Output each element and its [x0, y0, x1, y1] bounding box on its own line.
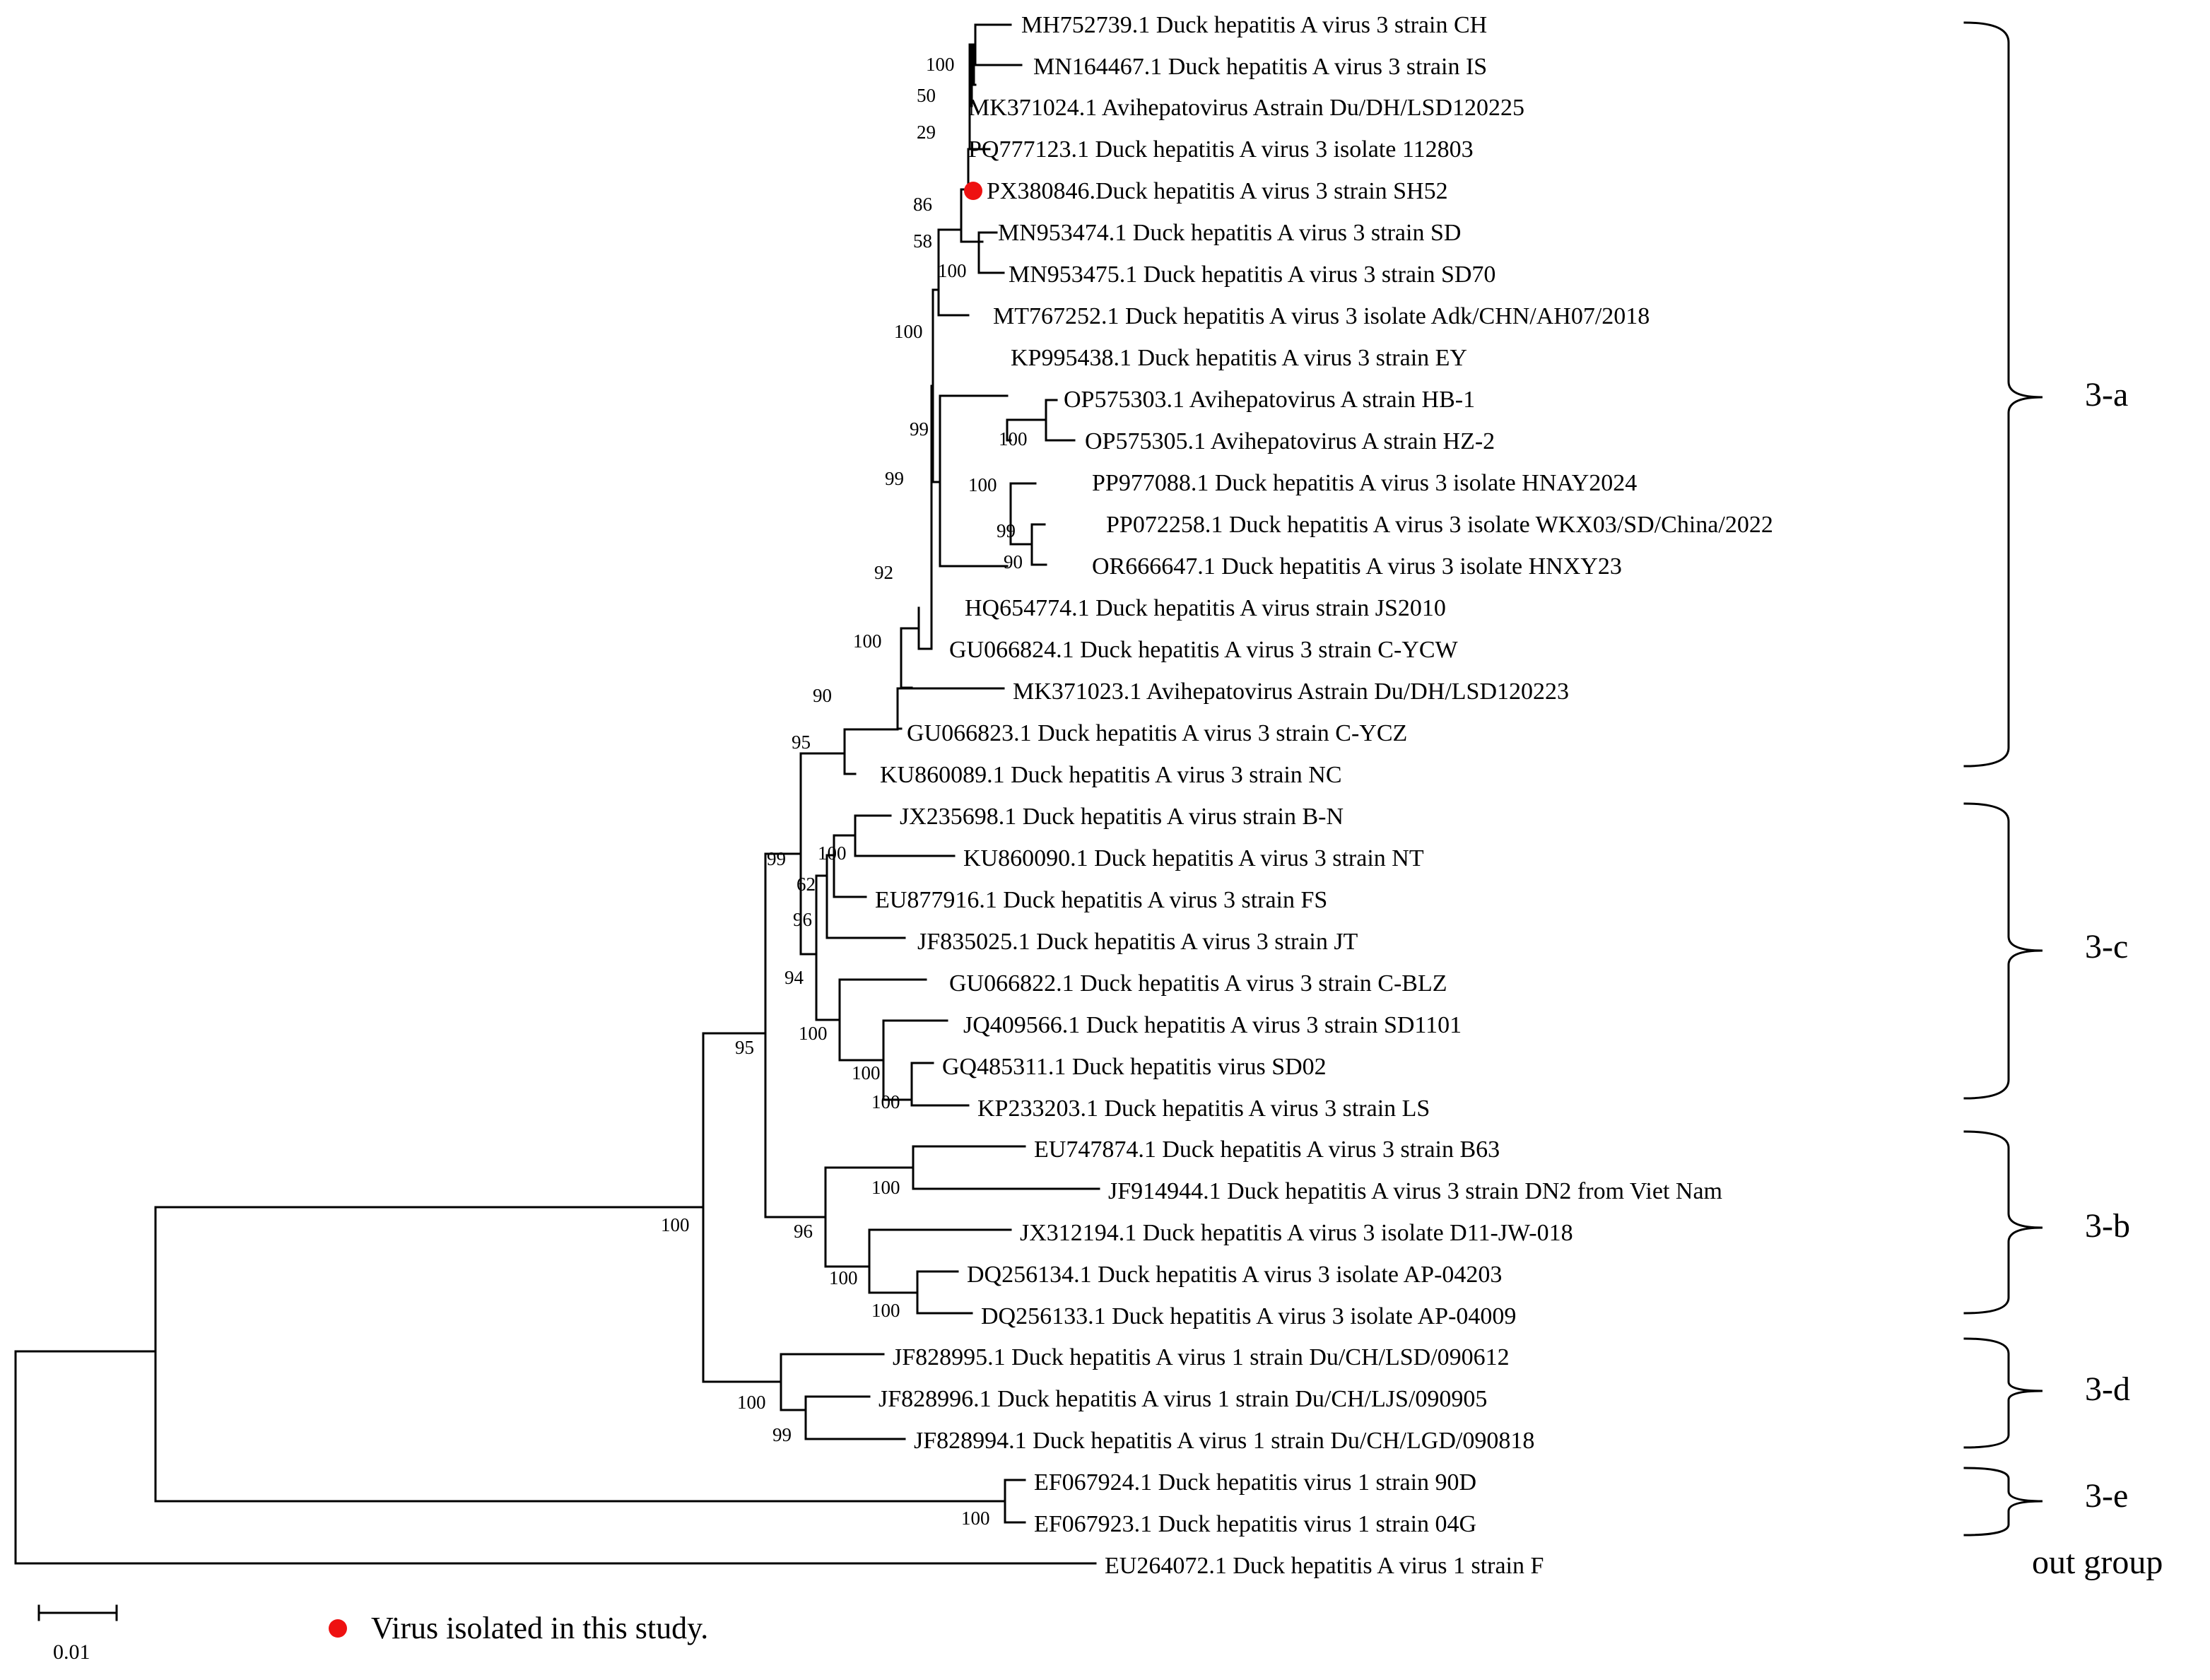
bootstrap-value: 95: [792, 732, 811, 753]
bootstrap-value: 100: [852, 1062, 881, 1083]
bracket-3d: [1963, 1337, 2043, 1449]
leaf-label: HQ654774.1 Duck hepatitis A virus strain…: [965, 595, 1446, 621]
clade-labels: 3-a 3-c 3-b 3-d 3-e out group: [2032, 376, 2163, 1581]
scale-bar-label: 0.01: [53, 1640, 90, 1664]
clade-label-outgroup: out group: [2032, 1544, 2163, 1581]
bootstrap-value: 58: [913, 230, 932, 252]
leaf-label: MN953475.1 Duck hepatitis A virus 3 stra…: [1009, 262, 1495, 288]
bootstrap-value: 100: [894, 321, 923, 342]
bootstrap-value: 50: [917, 85, 936, 106]
bootstrap-value: 100: [818, 842, 847, 864]
bootstrap-value: 99: [997, 520, 1016, 541]
leaf-label: GU066823.1 Duck hepatitis A virus 3 stra…: [907, 720, 1407, 746]
leaf-label: OP575303.1 Avihepatovirus A strain HB-1: [1064, 387, 1475, 413]
leaf-label: GU066824.1 Duck hepatitis A virus 3 stra…: [949, 637, 1459, 663]
bootstrap-value: 100: [926, 54, 955, 75]
leaf-label: GU066822.1 Duck hepatitis A virus 3 stra…: [949, 970, 1447, 997]
leaf-label: DQ256134.1 Duck hepatitis A virus 3 isol…: [967, 1262, 1502, 1288]
leaf-label: KU860089.1 Duck hepatitis A virus 3 stra…: [880, 762, 1342, 788]
leaf-label: EU264072.1 Duck hepatitis A virus 1 stra…: [1105, 1553, 1544, 1579]
leaf-label: JF828994.1 Duck hepatitis A virus 1 stra…: [914, 1428, 1534, 1454]
bootstrap-value: 99: [772, 1424, 792, 1445]
leaf-label: KP233203.1 Duck hepatitis A virus 3 stra…: [977, 1095, 1430, 1122]
bootstrap-value: 99: [885, 468, 904, 489]
isolate-marker-dot: [964, 182, 982, 200]
clade-label-3d: 3-d: [2085, 1370, 2130, 1408]
bootstrap-value: 90: [813, 685, 832, 706]
leaf-label: JF914944.1 Duck hepatitis A virus 3 stra…: [1108, 1178, 1722, 1204]
bracket-3a: [1963, 21, 2043, 768]
leaf-label: MT767252.1 Duck hepatitis A virus 3 isol…: [993, 303, 1650, 329]
leaf-label: JF828996.1 Duck hepatitis A virus 1 stra…: [878, 1386, 1487, 1412]
leaf-label: EU747874.1 Duck hepatitis A virus 3 stra…: [1034, 1136, 1500, 1163]
bootstrap-value: 90: [1004, 551, 1023, 572]
bracket-3b: [1963, 1130, 2043, 1315]
bootstrap-value: 100: [871, 1177, 900, 1198]
bootstrap-value: 62: [797, 874, 816, 895]
leaf-label: PP072258.1 Duck hepatitis A virus 3 isol…: [1106, 512, 1773, 538]
leaf-label: MH752739.1 Duck hepatitis A virus 3 stra…: [1021, 12, 1487, 38]
bracket-3e: [1963, 1467, 2043, 1537]
leaf-label: MK371023.1 Avihepatovirus Astrain Du/DH/…: [1013, 679, 1569, 705]
leaf-label: OR666647.1 Duck hepatitis A virus 3 isol…: [1092, 553, 1622, 580]
bootstrap-value: 100: [871, 1300, 900, 1321]
leaf-label: EF067924.1 Duck hepatitis virus 1 strain…: [1034, 1469, 1476, 1496]
leaf-label: KU860090.1 Duck hepatitis A virus 3 stra…: [963, 845, 1424, 871]
clade-label-3b: 3-b: [2085, 1207, 2130, 1245]
leaf-label: JQ409566.1 Duck hepatitis A virus 3 stra…: [963, 1012, 1462, 1038]
leaf-label: GQ485311.1 Duck hepatitis virus SD02: [942, 1054, 1327, 1080]
leaf-label: DQ256133.1 Duck hepatitis A virus 3 isol…: [981, 1303, 1516, 1329]
legend-marker-dot: [329, 1619, 347, 1638]
bootstrap-value: 100: [799, 1023, 828, 1044]
leaf-label-isolate: PX380846.Duck hepatitis A virus 3 strain…: [987, 178, 1448, 204]
bootstrap-value: 94: [784, 967, 804, 988]
leaf-label: PP977088.1 Duck hepatitis A virus 3 isol…: [1092, 470, 1637, 496]
leaf-label: MN164467.1 Duck hepatitis A virus 3 stra…: [1033, 54, 1487, 80]
bootstrap-value: 100: [737, 1392, 766, 1413]
bootstrap-value: 29: [917, 122, 936, 143]
leaf-label: JF835025.1 Duck hepatitis A virus 3 stra…: [917, 929, 1358, 955]
bootstrap-value: 100: [661, 1214, 690, 1235]
leaf-label: JF828995.1 Duck hepatitis A virus 1 stra…: [893, 1344, 1510, 1370]
bootstrap-value: 100: [853, 630, 882, 652]
leaf-label: MN953474.1 Duck hepatitis A virus 3 stra…: [998, 220, 1461, 246]
bootstrap-value: 100: [999, 428, 1028, 450]
bootstrap-value: 92: [874, 562, 893, 583]
bootstrap-value: 100: [829, 1267, 858, 1288]
bootstrap-value: 100: [961, 1508, 990, 1529]
leaf-label: MK371024.1 Avihepatovirus Astrain Du/DH/…: [968, 95, 1524, 121]
leaf-label: KP995438.1 Duck hepatitis A virus 3 stra…: [1011, 345, 1467, 371]
clade-label-3a: 3-a: [2085, 376, 2128, 413]
leaf-label: PQ777123.1 Duck hepatitis A virus 3 isol…: [968, 136, 1474, 163]
clade-brackets: [1963, 21, 2043, 1537]
clade-label-3e: 3-e: [2085, 1477, 2128, 1515]
leaf-label: OP575305.1 Avihepatovirus A strain HZ-2: [1085, 428, 1495, 454]
leaf-labels: MH752739.1 Duck hepatitis A virus 3 stra…: [875, 12, 1773, 1579]
legend-text: Virus isolated in this study.: [371, 1611, 708, 1645]
bootstrap-value: 100: [938, 260, 967, 281]
leaf-label: EF067923.1 Duck hepatitis virus 1 strain…: [1034, 1511, 1476, 1537]
bracket-3c: [1963, 802, 2043, 1100]
leaf-label: EU877916.1 Duck hepatitis A virus 3 stra…: [875, 887, 1327, 913]
bootstrap-values: 100 50 29 86 58 100 100 99 100 100 99 90…: [661, 54, 1028, 1529]
bootstrap-value: 100: [968, 474, 997, 495]
leaf-label: JX235698.1 Duck hepatitis A virus strain…: [900, 804, 1344, 830]
bootstrap-value: 99: [767, 848, 786, 869]
bootstrap-value: 100: [871, 1091, 900, 1112]
leaf-label: JX312194.1 Duck hepatitis A virus 3 isol…: [1020, 1220, 1573, 1246]
bootstrap-value: 96: [793, 909, 812, 930]
bootstrap-value: 96: [794, 1221, 813, 1242]
bootstrap-value: 95: [735, 1037, 754, 1058]
bootstrap-value: 99: [910, 418, 929, 440]
legend: Virus isolated in this study.: [329, 1611, 708, 1645]
clade-label-3c: 3-c: [2085, 928, 2128, 965]
scale-bar: 0.01: [37, 1604, 118, 1664]
tree-branches: [14, 23, 1100, 1565]
bootstrap-value: 86: [913, 194, 932, 215]
